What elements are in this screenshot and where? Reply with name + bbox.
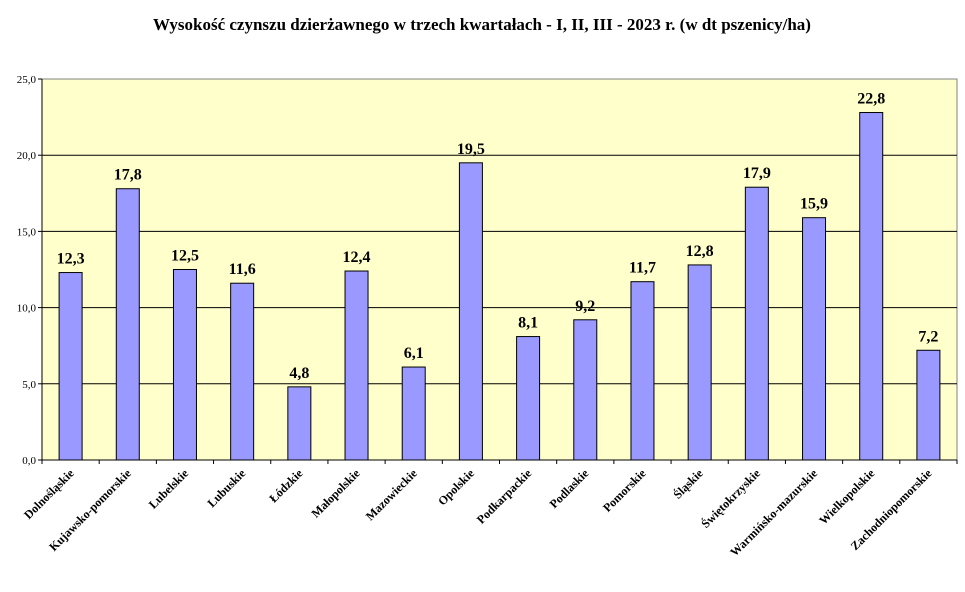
bar	[58, 272, 83, 461]
y-tick-label: 15,0	[17, 226, 37, 238]
y-tick-label: 10,0	[17, 303, 37, 315]
bar	[744, 186, 769, 461]
x-tick-label: Wielkopolskie	[816, 466, 878, 528]
data-label: 12,3	[57, 251, 85, 268]
chart-title: Wysokość czynszu dzierżawnego w trzech k…	[153, 15, 811, 34]
data-label: 11,6	[229, 261, 256, 278]
data-label: 12,8	[686, 243, 714, 260]
bar	[687, 264, 712, 461]
x-tick-label: Dolnośląskie	[21, 466, 77, 522]
x-tick-label: Łódzkie	[266, 466, 306, 506]
data-label: 12,4	[343, 249, 371, 266]
x-tick-label: Opolskie	[435, 466, 477, 508]
data-label: 19,5	[457, 141, 485, 158]
value-labels: 12,3 17,8 12,5 11,6 4,8 12,4 6,1 19,5 8,1 9,2 11,7…	[57, 91, 939, 382]
y-axis: 0,0 5,0 10,0 15,0 20,0 25,0	[17, 74, 43, 467]
data-label: 8,1	[518, 315, 538, 332]
bar	[287, 386, 312, 461]
bar	[172, 269, 197, 461]
bar	[630, 281, 655, 461]
y-tick-label: 5,0	[22, 379, 36, 391]
data-label: 6,1	[404, 345, 424, 362]
y-tick-label: 20,0	[17, 150, 37, 162]
data-label: 4,8	[289, 365, 309, 382]
bar	[230, 282, 255, 461]
bar	[516, 336, 541, 461]
bars	[58, 112, 941, 461]
x-tick-label: Pomorskie	[600, 466, 649, 515]
data-label: 15,9	[800, 196, 828, 213]
bar	[115, 188, 140, 461]
data-label: 9,2	[575, 298, 595, 315]
data-label: 17,8	[114, 167, 142, 184]
bar	[802, 217, 827, 461]
bar	[859, 112, 884, 461]
x-tick-label: Świętokrzyskie	[698, 466, 763, 531]
x-tick-label: Podlaskie	[547, 466, 592, 511]
data-label: 17,9	[743, 165, 771, 182]
y-tick-label: 25,0	[17, 74, 37, 86]
x-tick-label: Małopolskie	[308, 466, 363, 521]
bar	[344, 270, 369, 461]
x-tick-label: Lubuskie	[204, 466, 248, 510]
bar	[916, 349, 941, 461]
data-label: 12,5	[171, 248, 199, 265]
bar	[401, 366, 426, 461]
data-label: 7,2	[918, 328, 938, 345]
data-label: 11,7	[629, 260, 656, 277]
x-tick-label: Podkarpackie	[474, 466, 535, 527]
bar	[573, 319, 598, 461]
x-tick-label: Mazowieckie	[363, 466, 420, 523]
x-tick-label: Lubelskie	[146, 466, 192, 512]
data-label: 22,8	[857, 91, 885, 108]
bar	[458, 162, 483, 461]
x-tick-label: Śląskie	[670, 466, 706, 502]
y-tick-label: 0,0	[22, 455, 36, 467]
